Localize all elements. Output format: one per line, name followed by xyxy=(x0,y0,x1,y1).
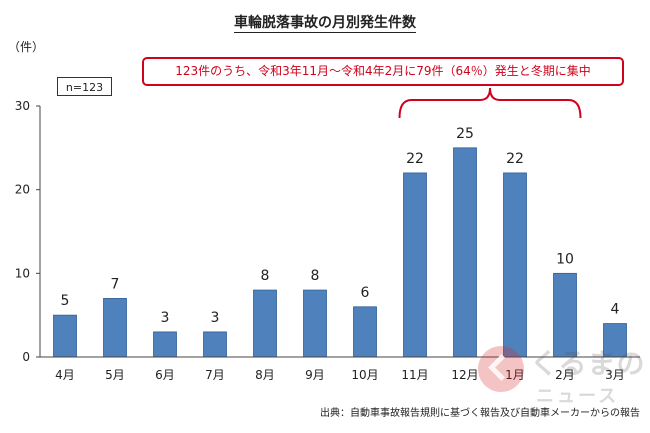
watermark-brand: くるまの xyxy=(530,347,646,380)
bar xyxy=(353,306,377,358)
watermark-logo: くるまの ニュース xyxy=(478,340,648,430)
chart-title-text: 車輪脱落事故の月別発生件数 xyxy=(234,15,416,33)
callout-box: 123件のうち、令和3年11月～令和4年2月に79件（64％）発生と冬期に集中 xyxy=(142,57,624,86)
source-note: 出典：自動車事故報告規則に基づく報告及び自動車メーカーからの報告 xyxy=(320,408,640,419)
bar-value-label: 8 xyxy=(261,268,270,284)
x-category-label: 8月 xyxy=(255,368,275,382)
x-category-label: 4月 xyxy=(55,368,75,382)
x-category-label: 9月 xyxy=(305,368,325,382)
x-category-label: 7月 xyxy=(205,368,225,382)
x-category-label: 2月 xyxy=(555,368,575,382)
bar-value-label: 4 xyxy=(611,302,620,318)
chevron-logo-icon xyxy=(478,346,524,392)
bar xyxy=(303,289,327,358)
bar-value-label: 22 xyxy=(406,151,424,167)
bar-value-label: 6 xyxy=(361,285,370,301)
x-category-label: 3月 xyxy=(605,368,625,382)
bar-value-label: 8 xyxy=(311,268,320,284)
bar xyxy=(253,289,277,358)
sample-size-box: n=123 xyxy=(57,77,112,96)
y-axis-unit-label: （件） xyxy=(8,40,45,54)
bar-value-label: 7 xyxy=(111,276,120,292)
y-tick-label: 10 xyxy=(15,266,30,280)
bar-value-label: 10 xyxy=(556,251,574,267)
callout-bracket xyxy=(398,87,582,119)
bar xyxy=(203,331,227,358)
bar-value-label: 5 xyxy=(61,293,70,309)
bar xyxy=(53,314,77,358)
bar-value-label: 25 xyxy=(456,126,474,142)
y-tick-label: 20 xyxy=(15,183,30,197)
bar xyxy=(153,331,177,358)
bar-value-label: 3 xyxy=(161,310,170,326)
y-tick-label: 0 xyxy=(22,350,30,364)
bar xyxy=(403,172,427,358)
x-category-label: 5月 xyxy=(105,368,125,382)
bar-value-label: 3 xyxy=(211,310,220,326)
bar-value-label: 22 xyxy=(506,151,524,167)
bar xyxy=(453,147,477,358)
x-category-label: 6月 xyxy=(155,368,175,382)
bar xyxy=(103,298,127,358)
chart-title: 車輪脱落事故の月別発生件数 xyxy=(0,12,650,33)
x-category-label: 11月 xyxy=(401,368,428,382)
x-category-label: 10月 xyxy=(351,368,378,382)
x-category-label: 12月 xyxy=(451,368,478,382)
y-tick-label: 30 xyxy=(15,99,30,113)
bar xyxy=(503,172,527,358)
watermark-sub: ニュース xyxy=(536,386,620,407)
